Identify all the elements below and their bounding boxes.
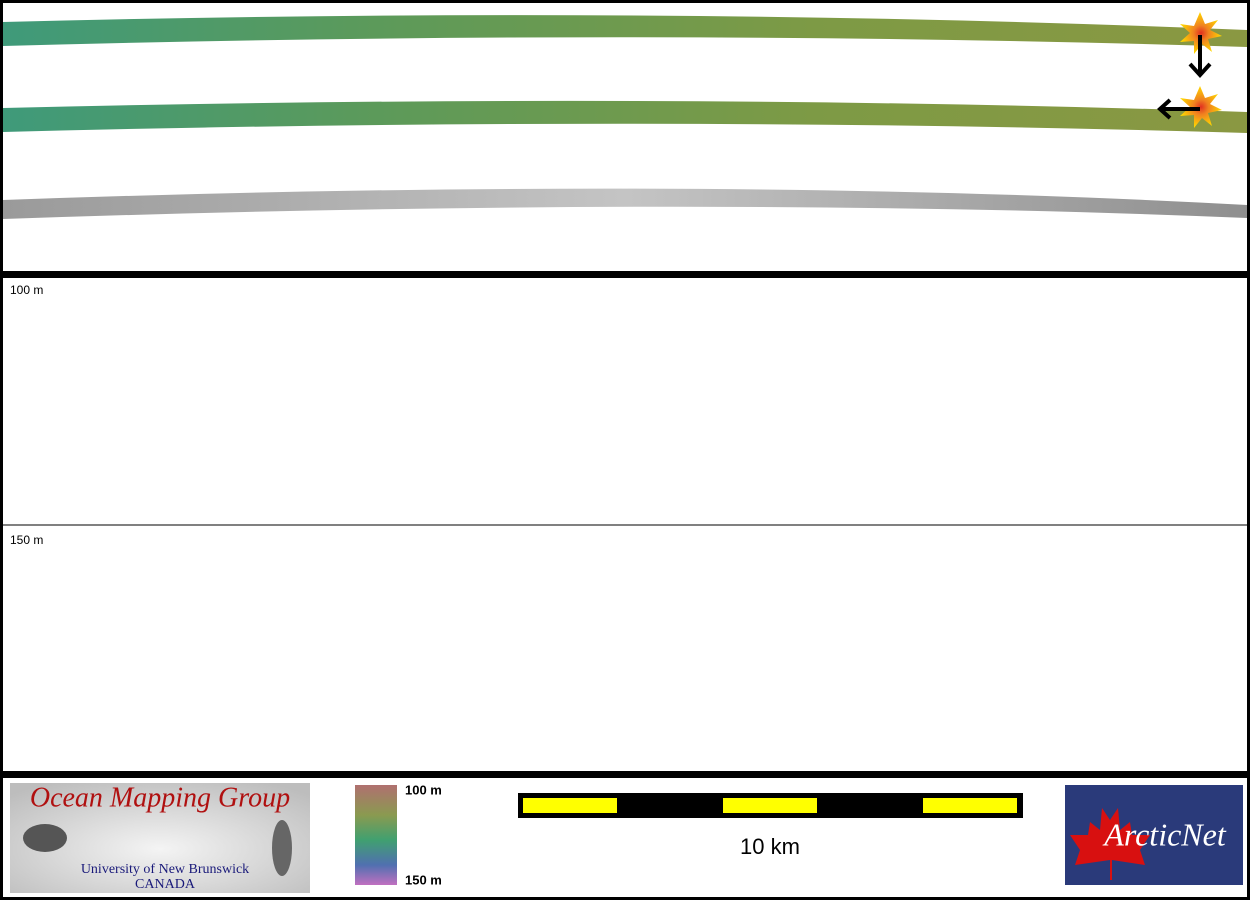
sun-icon [1157, 86, 1222, 128]
omg-country: CANADA [135, 877, 196, 892]
depth-label: 100 m [10, 283, 43, 297]
scale-bar [518, 793, 1023, 818]
color-bar-label: 150 m [405, 872, 442, 887]
color-bar [355, 785, 397, 885]
omg-university: University of New Brunswick [81, 862, 249, 877]
scale-label: 10 km [740, 834, 800, 859]
backscatter-swath [3, 188, 1247, 219]
arcticnet-logo: ArcticNet [1065, 785, 1243, 885]
bathymetry-swath [3, 100, 1247, 133]
omg-title: Ocean Mapping Group [30, 782, 290, 813]
map-panel [3, 3, 1247, 271]
depth-label: 150 m [10, 533, 43, 547]
color-bar-label: 100 m [405, 782, 442, 797]
arcticnet-title: ArcticNet [1102, 816, 1227, 852]
sun-icon [1180, 12, 1222, 78]
omg-logo: Ocean Mapping Group University of New Br… [10, 782, 310, 893]
bathymetry-swath [3, 15, 1247, 47]
